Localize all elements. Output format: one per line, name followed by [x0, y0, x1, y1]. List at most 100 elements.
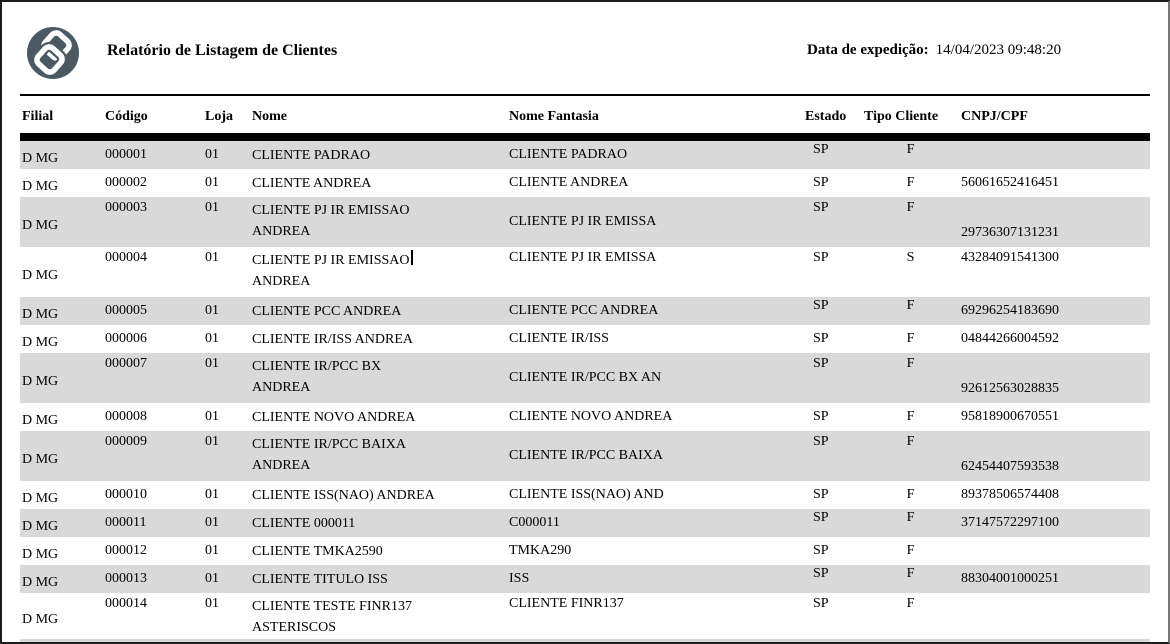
cell-codigo: 000013	[105, 571, 147, 586]
table-row: D MG 000005 01 CLIENTE PCC ANDREA CLIENT…	[20, 297, 1150, 325]
expedition-date-label: Data de expedição:	[807, 42, 929, 58]
table-row: D MG 000001 01 CLIENTE PADRAO CLIENTE PA…	[20, 141, 1150, 169]
cell-nome-fantasia: CLIENTE IR/ISS	[509, 331, 609, 346]
cell-nome-fantasia: CLIENTE PADRAO	[509, 147, 628, 162]
cell-filial: D MG	[22, 612, 59, 627]
cell-loja: 01	[205, 596, 219, 611]
cell-filial: D MG	[22, 335, 59, 350]
cell-tipo-cliente: F	[906, 409, 915, 424]
cell-nome: CLIENTE IR/PCC BAIXA ANDREA	[252, 437, 406, 473]
table-row: D MG 000008 01 CLIENTE NOVO ANDREA CLIEN…	[20, 403, 1150, 431]
cell-codigo: 000001	[105, 147, 147, 162]
cell-nome-fantasia: CLIENTE FINR137	[509, 596, 624, 611]
cell-nome-fantasia: C000011	[509, 515, 560, 530]
cell-codigo: 000003	[105, 200, 147, 215]
cell-estado: SP	[813, 175, 829, 190]
cell-estado: SP	[813, 596, 829, 611]
cell-estado: SP	[813, 331, 829, 346]
cell-estado: SP	[813, 298, 829, 313]
cell-nome-fantasia: CLIENTE IR/PCC BAIXA	[509, 448, 663, 463]
cell-cnpj-cpf: 92612563028835	[961, 381, 1059, 396]
cell-estado: SP	[813, 409, 829, 424]
table-row: D MG 000014 01 CLIENTE TESTE FINR137 AST…	[20, 593, 1150, 639]
cell-cnpj-cpf	[959, 537, 1150, 565]
cell-tipo-cliente: F	[906, 356, 915, 371]
table-row: D MG 000004 01 CLIENTE PJ IR EMISSAO AND…	[20, 247, 1150, 297]
cell-cnpj-cpf	[959, 593, 1150, 639]
cell-cnpj-cpf	[959, 141, 1150, 169]
cell-nome: CLIENTE PJ IR EMISSAO ANDREA	[250, 247, 507, 297]
cell-filial: D MG	[22, 413, 59, 428]
cell-tipo-cliente: F	[906, 566, 915, 581]
cell-cnpj-cpf: 37147572297100	[961, 515, 1059, 530]
cell-loja: 01	[205, 356, 219, 371]
cell-nome-fantasia: ISS	[509, 571, 530, 586]
cell-filial: D MG	[22, 452, 59, 467]
column-header-estado: Estado	[805, 109, 847, 124]
cell-cnpj-cpf: 69296254183690	[961, 303, 1059, 318]
column-header-loja: Loja	[205, 109, 233, 124]
table-row: D MG 000003 01 CLIENTE PJ IR EMISSAO AND…	[20, 197, 1150, 247]
cell-tipo-cliente: F	[906, 142, 915, 157]
cell-codigo: 000008	[105, 409, 147, 424]
cell-codigo: 000011	[105, 515, 147, 530]
cell-filial: D MG	[22, 374, 59, 389]
cell-estado: SP	[813, 356, 829, 371]
cell-nome: CLIENTE PJ IR EMISSAO ANDREA	[252, 203, 410, 239]
cell-codigo: 000007	[105, 356, 147, 371]
expedition-date: Data de expedição: 14/04/2023 09:48:20	[807, 42, 1061, 59]
cell-loja: 01	[205, 487, 219, 502]
column-header-tipo-cliente: Tipo Cliente	[864, 109, 939, 124]
cell-codigo: 000009	[105, 434, 147, 449]
cell-nome: CLIENTE ISS(NAO) ANDREA	[252, 487, 435, 503]
cell-cnpj-cpf: 56061652416451	[961, 175, 1059, 190]
cell-cnpj-cpf: 95818900670551	[961, 409, 1059, 424]
cell-codigo: 000002	[105, 175, 147, 190]
cell-tipo-cliente: F	[906, 487, 915, 502]
cell-loja: 01	[205, 409, 219, 424]
cell-loja: 01	[205, 250, 219, 265]
cell-filial: D MG	[22, 547, 59, 562]
cell-loja: 01	[205, 331, 219, 346]
cell-estado: SP	[813, 250, 829, 265]
cell-loja: 01	[205, 303, 219, 318]
cell-filial: D MG	[22, 179, 59, 194]
cell-codigo: 000010	[105, 487, 147, 502]
cell-estado: SP	[813, 566, 829, 581]
cell-estado: SP	[813, 200, 829, 215]
report-header: Relatório de Listagem de Clientes Data d…	[20, 2, 1150, 96]
cell-codigo: 000006	[105, 331, 147, 346]
cell-tipo-cliente: F	[906, 200, 915, 215]
cell-estado: SP	[813, 434, 829, 449]
cell-cnpj-cpf: 29736307131231	[961, 225, 1059, 240]
cell-tipo-cliente: F	[906, 543, 915, 558]
column-header-nome-fantasia: Nome Fantasia	[509, 109, 599, 124]
cell-cnpj-cpf: 89378506574408	[961, 487, 1059, 502]
cell-nome-fantasia: CLIENTE ANDREA	[509, 175, 629, 190]
cell-nome-fantasia: CLIENTE PJ IR EMISSA	[509, 250, 657, 265]
cell-nome: CLIENTE IR/PCC BX ANDREA	[252, 359, 382, 395]
cell-estado: SP	[813, 142, 829, 157]
cell-cnpj-cpf: 43284091541300	[961, 250, 1059, 265]
report-title: Relatório de Listagem de Clientes	[107, 42, 338, 59]
column-header-filial: Filial	[22, 109, 54, 124]
cell-nome: CLIENTE ANDREA	[252, 175, 372, 191]
cell-codigo: 000005	[105, 303, 147, 318]
table-header-row: Filial Código Loja Nome Nome Fantasia Es…	[20, 96, 1150, 133]
cell-estado: SP	[813, 543, 829, 558]
table-row: D MG 000010 01 CLIENTE ISS(NAO) ANDREA C…	[20, 481, 1150, 509]
table-row: D MG 000013 01 CLIENTE TITULO ISS ISS SP…	[20, 565, 1150, 593]
table-row: D MG 000006 01 CLIENTE IR/ISS ANDREA CLI…	[20, 325, 1150, 353]
column-header-cnpj-cpf: CNPJ/CPF	[961, 109, 1028, 124]
cell-filial: D MG	[22, 151, 59, 166]
cell-nome-fantasia: CLIENTE ISS(NAO) AND	[509, 487, 664, 502]
cell-loja: 01	[205, 175, 219, 190]
cell-tipo-cliente: S	[906, 250, 915, 265]
cell-nome-fantasia: CLIENTE IR/PCC BX AN	[509, 370, 662, 385]
next-row-partial-stripe	[20, 639, 1150, 642]
totvs-logo-icon	[27, 27, 79, 79]
table-row: D MG 000009 01 CLIENTE IR/PCC BAIXA ANDR…	[20, 431, 1150, 481]
cell-nome: CLIENTE IR/ISS ANDREA	[252, 331, 413, 347]
cell-filial: D MG	[22, 307, 59, 322]
